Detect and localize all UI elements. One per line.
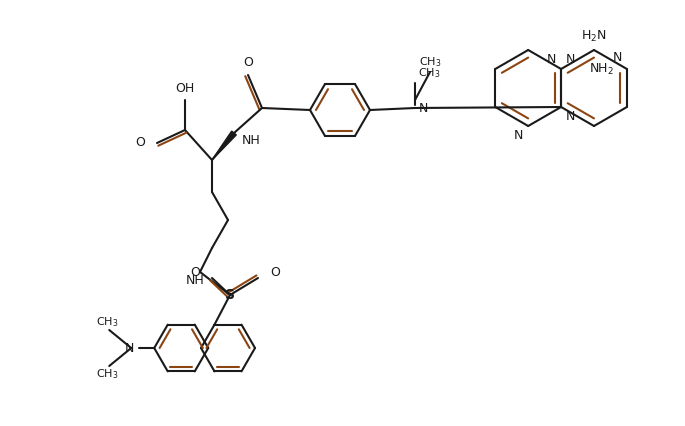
Text: NH$_2$: NH$_2$ — [589, 61, 614, 77]
Text: N: N — [612, 51, 622, 64]
Text: CH$_3$: CH$_3$ — [419, 55, 441, 69]
Text: N: N — [419, 101, 428, 115]
Text: O: O — [270, 267, 280, 279]
Text: NH: NH — [242, 135, 261, 147]
Text: N: N — [547, 53, 556, 66]
Text: CH$_3$: CH$_3$ — [418, 66, 440, 80]
Text: S: S — [225, 288, 235, 302]
Text: H$_2$N: H$_2$N — [581, 29, 607, 43]
Text: O: O — [243, 57, 253, 69]
Text: CH$_3$: CH$_3$ — [96, 367, 119, 381]
Text: N: N — [566, 110, 575, 123]
Text: N: N — [566, 53, 575, 66]
Text: OH: OH — [175, 81, 195, 95]
Text: NH: NH — [186, 273, 204, 287]
Text: O: O — [190, 267, 200, 279]
Text: N: N — [514, 129, 523, 142]
Text: O: O — [135, 136, 145, 150]
Text: N: N — [125, 342, 134, 354]
Text: CH$_3$: CH$_3$ — [96, 315, 119, 329]
Polygon shape — [212, 131, 236, 160]
